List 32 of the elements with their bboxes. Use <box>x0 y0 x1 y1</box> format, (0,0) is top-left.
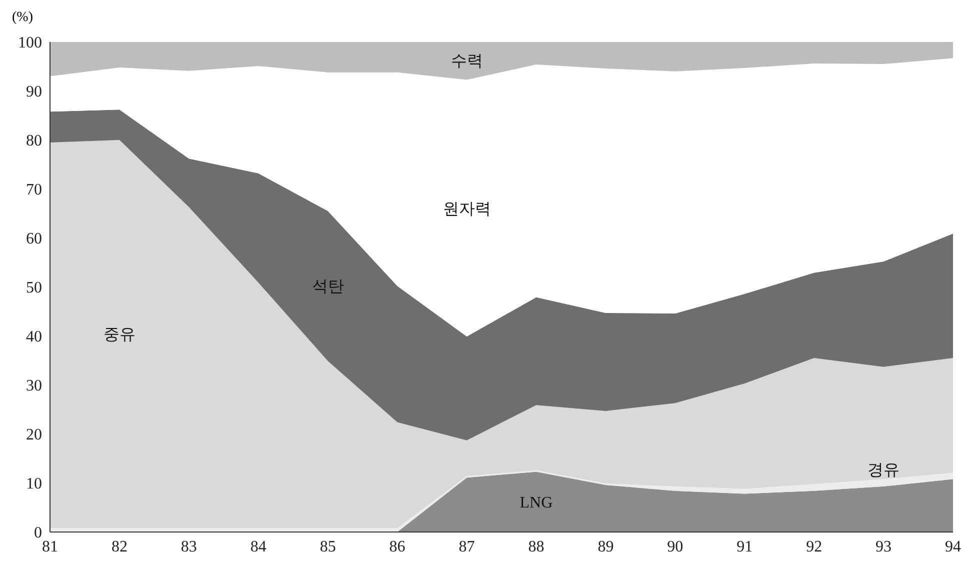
x-tick-label: 94 <box>945 538 961 556</box>
x-tick-label: 83 <box>180 538 197 556</box>
series-label: 원자력 <box>442 200 491 218</box>
y-tick-label: 80 <box>26 132 42 150</box>
x-tick-label: 87 <box>458 538 475 556</box>
y-tick-label: 90 <box>26 84 42 101</box>
x-tick-label: 86 <box>389 538 406 556</box>
y-tick-label: 50 <box>26 280 42 297</box>
y-tick-label: 20 <box>26 426 42 444</box>
x-tick-label: 81 <box>42 538 58 556</box>
y-tick-label: 10 <box>26 476 42 493</box>
series-label: LNG <box>520 494 554 512</box>
y-axis-title: (%) <box>12 10 33 26</box>
x-tick-label: 93 <box>876 538 892 556</box>
x-tick-label: 91 <box>736 538 753 556</box>
y-tick-label: 100 <box>18 34 42 52</box>
series-label: 수력 <box>450 52 483 70</box>
x-tick-label: 92 <box>806 538 822 556</box>
y-tick-label: 30 <box>26 378 42 395</box>
series-label: 경유 <box>868 462 900 479</box>
x-tick-label: 88 <box>528 538 544 556</box>
series-label: 석탄 <box>312 278 344 296</box>
x-tick-label: 82 <box>111 538 128 556</box>
x-tick-label: 90 <box>667 538 684 556</box>
series-label: 중유 <box>103 326 136 344</box>
x-tick-label: 84 <box>250 538 266 556</box>
x-tick-label: 89 <box>598 538 614 556</box>
y-tick-label: 0 <box>34 524 42 542</box>
y-tick-label: 60 <box>26 230 42 248</box>
y-tick-label: 70 <box>26 182 42 199</box>
x-tick-label: 85 <box>320 538 336 556</box>
y-tick-label: 40 <box>26 328 42 346</box>
